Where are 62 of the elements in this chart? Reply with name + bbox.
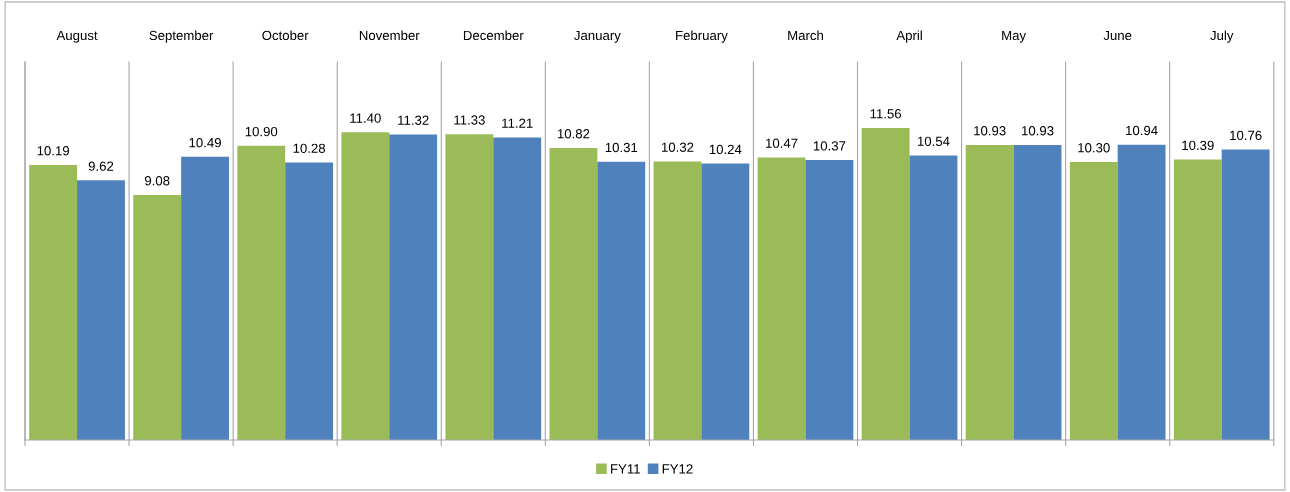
bar bbox=[701, 163, 750, 440]
bar bbox=[133, 194, 182, 440]
bar bbox=[1117, 144, 1166, 440]
data-label: 9.62 bbox=[88, 161, 114, 171]
data-label: 10.47 bbox=[766, 138, 798, 148]
bar bbox=[1173, 159, 1222, 440]
data-label: 11.33 bbox=[454, 115, 485, 125]
bar bbox=[549, 147, 598, 440]
bar bbox=[181, 156, 229, 440]
data-label: 11.56 bbox=[870, 109, 902, 119]
data-label: 10.28 bbox=[293, 143, 326, 153]
bar bbox=[1221, 149, 1270, 440]
bar bbox=[1069, 162, 1118, 440]
x-tick-label: May bbox=[1002, 30, 1027, 43]
bar bbox=[445, 134, 494, 440]
data-label: 10.32 bbox=[661, 142, 694, 152]
data-label: 10.19 bbox=[37, 146, 70, 156]
data-label: 10.54 bbox=[917, 136, 950, 146]
bar bbox=[597, 161, 646, 440]
x-tick-label: August bbox=[56, 30, 98, 43]
legend-label: FY11 bbox=[611, 464, 640, 474]
bar bbox=[861, 127, 910, 440]
x-tick-label: November bbox=[359, 30, 420, 41]
data-label: 10.24 bbox=[709, 144, 742, 155]
data-label: 10.82 bbox=[557, 129, 590, 139]
x-tick-label: February bbox=[676, 30, 728, 43]
data-label: 10.93 bbox=[1022, 126, 1054, 136]
legend-label: FY12 bbox=[662, 464, 693, 474]
data-label: 10.94 bbox=[1126, 125, 1158, 136]
data-label: 9.08 bbox=[144, 176, 170, 186]
x-tick-label: September bbox=[149, 30, 214, 43]
data-label: 10.93 bbox=[974, 126, 1006, 136]
data-label: 10.37 bbox=[813, 141, 846, 151]
data-label: 10.39 bbox=[1182, 140, 1214, 151]
bar bbox=[77, 180, 125, 440]
data-label: 10.30 bbox=[1078, 143, 1110, 153]
x-tick-label: April bbox=[896, 30, 922, 43]
x-tick-label: March bbox=[788, 30, 823, 41]
data-label: 11.21 bbox=[502, 118, 533, 128]
bar bbox=[757, 157, 806, 440]
x-tick-label: December bbox=[463, 30, 524, 41]
bar bbox=[965, 145, 1014, 440]
bar bbox=[1013, 145, 1062, 440]
data-label: 10.49 bbox=[189, 137, 221, 148]
bar bbox=[909, 155, 958, 440]
bar bbox=[805, 160, 854, 440]
data-label: 10.31 bbox=[605, 142, 638, 153]
bar bbox=[285, 162, 334, 440]
x-tick-label: June bbox=[1103, 30, 1132, 41]
bar bbox=[341, 132, 390, 440]
bar bbox=[493, 137, 542, 440]
x-tick-label: October bbox=[262, 30, 309, 41]
data-label: 10.90 bbox=[245, 126, 278, 137]
x-tick-label: January bbox=[574, 30, 621, 43]
bar bbox=[389, 134, 438, 440]
bar bbox=[29, 164, 78, 440]
data-label: 10.76 bbox=[1230, 130, 1262, 141]
bar bbox=[237, 145, 286, 440]
bar bbox=[653, 161, 702, 440]
data-label: 11.32 bbox=[398, 115, 429, 125]
x-tick-label: July bbox=[1210, 30, 1234, 43]
data-label: 11.40 bbox=[350, 113, 381, 123]
